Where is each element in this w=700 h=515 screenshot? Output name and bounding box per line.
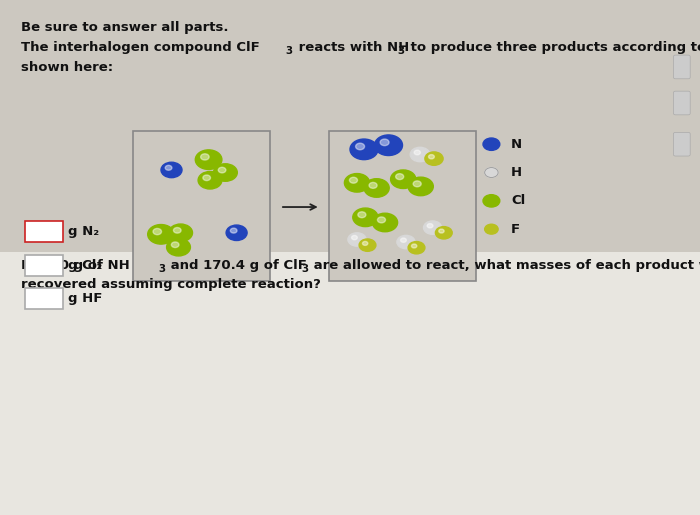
Circle shape <box>214 164 237 181</box>
Text: The interhalogen compound ClF: The interhalogen compound ClF <box>21 41 260 54</box>
Circle shape <box>201 154 209 160</box>
Text: 3: 3 <box>398 46 405 56</box>
FancyBboxPatch shape <box>25 255 63 276</box>
Circle shape <box>439 229 444 233</box>
Circle shape <box>351 235 358 240</box>
Circle shape <box>374 135 402 156</box>
Circle shape <box>169 224 192 242</box>
FancyBboxPatch shape <box>329 131 476 281</box>
Circle shape <box>377 217 386 223</box>
Text: 3: 3 <box>158 264 165 273</box>
Circle shape <box>172 242 179 248</box>
Circle shape <box>218 167 226 173</box>
Circle shape <box>203 175 211 181</box>
Circle shape <box>364 179 389 197</box>
Circle shape <box>483 138 500 150</box>
Circle shape <box>165 165 172 170</box>
Circle shape <box>428 154 435 159</box>
Circle shape <box>356 143 365 150</box>
Circle shape <box>372 213 398 232</box>
Text: recovered assuming complete reaction?: recovered assuming complete reaction? <box>21 278 321 291</box>
Circle shape <box>195 150 222 169</box>
Circle shape <box>167 238 190 256</box>
Circle shape <box>380 139 389 146</box>
FancyBboxPatch shape <box>673 55 690 79</box>
Text: F: F <box>511 222 520 236</box>
Circle shape <box>344 174 370 192</box>
Circle shape <box>369 182 377 188</box>
Circle shape <box>425 152 443 165</box>
Text: If 29.0 g of NH: If 29.0 g of NH <box>21 259 130 271</box>
Circle shape <box>391 170 416 188</box>
Circle shape <box>408 242 425 254</box>
Circle shape <box>226 225 247 241</box>
Text: reacts with NH: reacts with NH <box>294 41 410 54</box>
Text: Be sure to answer all parts.: Be sure to answer all parts. <box>21 21 228 33</box>
Text: Cl: Cl <box>511 194 525 208</box>
Circle shape <box>353 208 378 227</box>
Text: g Cl₂: g Cl₂ <box>68 259 102 272</box>
Circle shape <box>348 233 366 246</box>
Text: g N₂: g N₂ <box>68 225 99 238</box>
Circle shape <box>413 181 421 187</box>
Circle shape <box>400 238 407 243</box>
Text: shown here:: shown here: <box>21 61 113 74</box>
Text: N: N <box>511 138 522 151</box>
Circle shape <box>427 224 433 228</box>
Circle shape <box>161 162 182 178</box>
Text: are allowed to react, what masses of each product would be: are allowed to react, what masses of eac… <box>309 259 700 271</box>
Circle shape <box>359 239 376 251</box>
Circle shape <box>408 177 433 196</box>
Circle shape <box>198 171 222 189</box>
Circle shape <box>230 228 237 233</box>
Text: g HF: g HF <box>68 292 102 305</box>
Circle shape <box>412 244 416 248</box>
Circle shape <box>363 242 368 245</box>
Text: 3: 3 <box>286 46 293 56</box>
Circle shape <box>358 212 366 218</box>
Circle shape <box>174 228 181 233</box>
Circle shape <box>395 174 404 180</box>
FancyBboxPatch shape <box>25 288 63 309</box>
Circle shape <box>484 224 498 234</box>
FancyBboxPatch shape <box>673 91 690 115</box>
FancyBboxPatch shape <box>0 252 700 515</box>
Circle shape <box>484 167 498 178</box>
Circle shape <box>397 235 415 249</box>
Circle shape <box>424 221 442 234</box>
Circle shape <box>414 150 421 155</box>
FancyBboxPatch shape <box>673 132 690 156</box>
Text: 3: 3 <box>301 264 308 273</box>
Circle shape <box>483 195 500 207</box>
Circle shape <box>153 229 162 235</box>
Circle shape <box>410 147 430 162</box>
Circle shape <box>350 139 378 160</box>
Text: to produce three products according to the figure: to produce three products according to t… <box>406 41 700 54</box>
Circle shape <box>349 177 358 183</box>
Text: H: H <box>511 166 522 179</box>
Circle shape <box>148 225 174 244</box>
FancyBboxPatch shape <box>25 221 63 242</box>
Text: and 170.4 g of ClF: and 170.4 g of ClF <box>166 259 307 271</box>
Circle shape <box>435 227 452 239</box>
FancyBboxPatch shape <box>133 131 270 281</box>
